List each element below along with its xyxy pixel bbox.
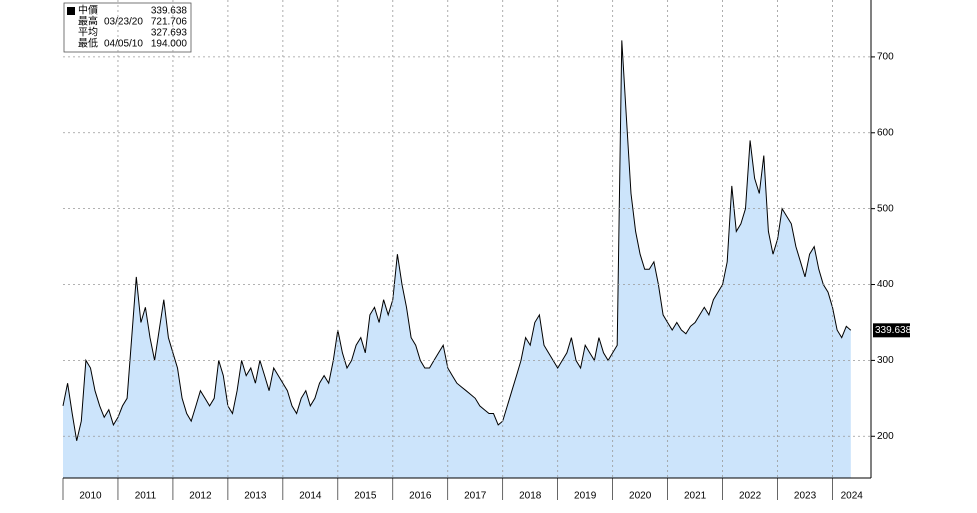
y-tick-label: 700 bbox=[877, 52, 894, 63]
x-tick-label: 2015 bbox=[354, 491, 377, 502]
y-tick-label: 400 bbox=[877, 279, 894, 290]
last-value-label: 339.638 bbox=[875, 325, 912, 336]
x-tick-label: 2020 bbox=[629, 491, 652, 502]
x-tick-label: 2011 bbox=[135, 491, 157, 502]
x-tick-label: 2017 bbox=[464, 491, 487, 502]
last-value-tag bbox=[873, 323, 910, 338]
x-tick-label: 2024 bbox=[841, 491, 864, 502]
legend-date: 03/23/20 bbox=[104, 17, 143, 28]
legend-box bbox=[63, 2, 192, 53]
legend-label: 平均 bbox=[78, 27, 98, 39]
y-tick-label: 500 bbox=[877, 203, 894, 214]
x-tick-label: 2019 bbox=[574, 491, 597, 502]
legend-label: 最低 bbox=[78, 37, 98, 50]
legend-value: 194.000 bbox=[151, 39, 188, 50]
x-tick-label: 2010 bbox=[79, 491, 102, 502]
x-tick-label: 2016 bbox=[409, 491, 432, 502]
x-tick-label: 2023 bbox=[794, 491, 817, 502]
x-tick-label: 2013 bbox=[244, 491, 267, 502]
legend-date: 04/05/10 bbox=[104, 39, 143, 50]
legend-swatch bbox=[67, 7, 75, 15]
x-tick-label: 2012 bbox=[189, 491, 212, 502]
legend-value: 721.706 bbox=[151, 17, 188, 28]
legend-label: 最高 bbox=[78, 15, 98, 28]
legend-value: 327.693 bbox=[151, 28, 188, 39]
x-tick-label: 2018 bbox=[519, 491, 542, 502]
y-tick-label: 600 bbox=[877, 127, 894, 138]
y-tick-label: 200 bbox=[877, 431, 894, 442]
legend-value: 339.638 bbox=[151, 6, 188, 17]
area-fill bbox=[63, 40, 851, 479]
x-tick-label: 2021 bbox=[684, 491, 707, 502]
price-line bbox=[62, 40, 852, 441]
legend-label: 中價 bbox=[78, 4, 98, 17]
y-tick-label: 300 bbox=[877, 355, 894, 366]
x-tick-label: 2014 bbox=[299, 491, 322, 502]
x-tick-label: 2022 bbox=[739, 491, 762, 502]
